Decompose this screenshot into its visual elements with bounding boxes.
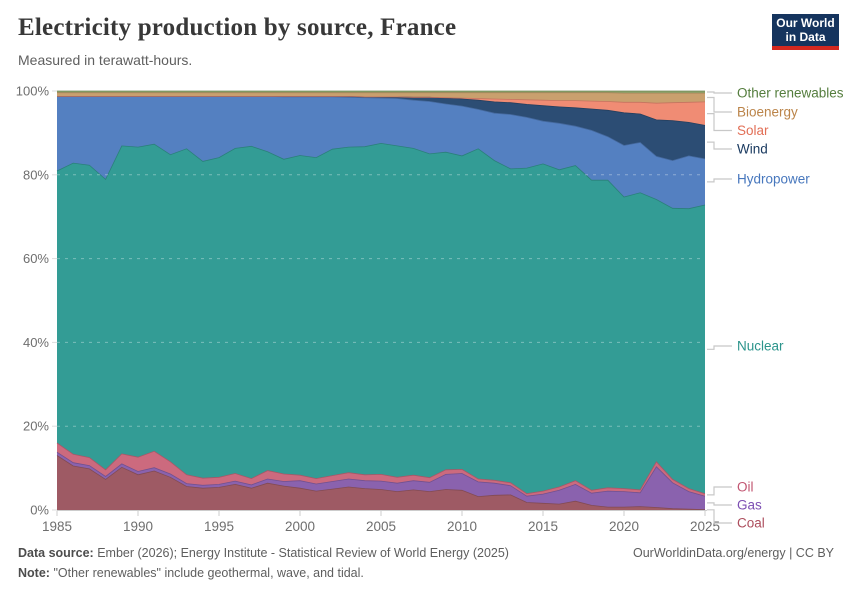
legend-connector-other-renewables [707,91,732,94]
area-wind[interactable] [57,96,705,161]
legend-label-coal[interactable]: Coal [737,516,765,531]
footer-note: Note: "Other renewables" include geother… [18,566,364,580]
x-tick-label-1990: 1990 [123,519,153,534]
area-hydropower[interactable] [57,96,705,209]
legend-connector-oil [707,486,732,496]
y-tick-label-60: 60% [23,251,49,266]
y-tick-label-0: 0% [30,503,49,518]
legend-label-oil[interactable]: Oil [737,480,754,495]
legend-connector-coal [707,509,732,524]
legend-label-solar[interactable]: Solar [737,123,769,138]
page-title: Electricity production by source, France [18,14,457,41]
legend-connector-wind [707,141,732,150]
footer-note-text: "Other renewables" include geothermal, w… [53,566,364,580]
page-subtitle: Measured in terawatt-hours. [18,52,193,68]
legend-label-gas[interactable]: Gas [737,498,762,513]
area-bioenergy[interactable] [57,92,705,104]
legend-connector-nuclear [707,345,732,350]
owid-logo-line1: Our World [776,16,835,30]
area-oil[interactable] [57,443,705,497]
x-tick-label-1985: 1985 [42,519,72,534]
x-tick-label-1995: 1995 [204,519,234,534]
legend-connector-gas [707,502,732,506]
legend-label-wind[interactable]: Wind [737,142,768,157]
footer-datasource-text: Ember (2026); Energy Institute - Statist… [97,546,509,560]
footer-datasource: Data source: Ember (2026); Energy Instit… [18,546,509,560]
y-tick-label-40: 40% [23,335,49,350]
footer-note-label: Note: [18,566,50,580]
x-tick-label-2025: 2025 [690,519,720,534]
footer-citation-link[interactable]: OurWorldinData.org/energy | CC BY [632,546,834,560]
area-edge-solar [57,96,706,104]
owid-logo-line2: in Data [785,30,826,44]
legend-label-nuclear[interactable]: Nuclear [737,339,784,354]
area-edge-gas [56,451,706,497]
area-nuclear[interactable] [57,143,705,494]
area-solar[interactable] [57,96,705,126]
legend-label-hydropower[interactable]: Hydropower [737,172,810,187]
y-tick-label-80: 80% [23,167,49,182]
legend-connector-bioenergy [707,96,732,113]
area-edge-coal [56,455,706,510]
area-edge-nuclear [56,142,706,210]
legend-connector-hydropower [707,178,732,183]
legend-label-bioenergy[interactable]: Bioenergy [737,105,798,120]
legend-connector-solar [707,113,732,132]
area-coal[interactable] [57,455,705,511]
area-edge-oil [56,442,706,495]
y-tick-label-20: 20% [23,419,49,434]
area-gas[interactable] [57,452,705,510]
footer-datasource-label: Data source: [18,546,94,560]
x-tick-label-2020: 2020 [609,519,639,534]
owid-logo[interactable]: Our World in Data [772,14,839,50]
x-tick-label-2005: 2005 [366,519,396,534]
x-tick-label-2010: 2010 [447,519,477,534]
x-tick-label-2015: 2015 [528,519,558,534]
y-tick-label-100: 100% [16,84,50,99]
x-tick-label-2000: 2000 [285,519,315,534]
legend-label-other-renewables[interactable]: Other renewables [737,86,844,101]
